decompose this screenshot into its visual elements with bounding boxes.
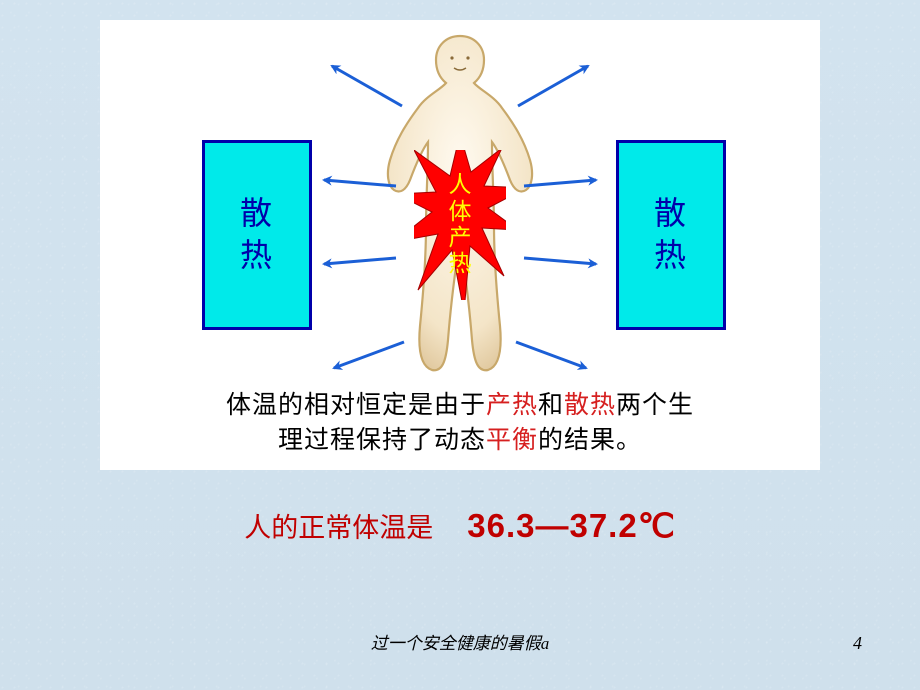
page-number: 4 — [853, 633, 862, 654]
left-box-char1: 散 — [240, 193, 274, 235]
cap-p3: 两个生 — [616, 391, 694, 419]
cap-k2: 散热 — [564, 391, 616, 419]
cap-p1: 体温的相对恒定是由于 — [226, 391, 486, 419]
starburst: 人 体 产 热 — [414, 150, 506, 300]
starburst-label: 人 体 产 热 — [449, 172, 472, 278]
bottom-line: 人的正常体温是 36.3—37.2℃ — [0, 506, 920, 545]
caption: 体温的相对恒定是由于产热和散热两个生 理过程保持了动态平衡的结果。 — [150, 388, 770, 458]
cap-p2: 和 — [538, 391, 564, 419]
cap-p5: 的结果。 — [538, 426, 642, 454]
star-char3: 产 — [449, 225, 472, 251]
star-char4: 热 — [449, 251, 472, 277]
normal-temp-range: 36.3—37.2℃ — [467, 507, 676, 544]
diagram-panel: 散 热 散 热 人 — [100, 20, 820, 470]
left-heat-box: 散 热 — [202, 140, 312, 330]
left-box-char2: 热 — [240, 235, 274, 277]
star-char1: 人 — [449, 172, 472, 198]
right-box-char2: 热 — [654, 235, 688, 277]
cap-p4: 理过程保持了动态 — [278, 426, 486, 454]
right-box-char1: 散 — [654, 193, 688, 235]
normal-temp-label: 人的正常体温是 — [244, 513, 433, 543]
footer-text: 过一个安全健康的暑假a — [0, 629, 920, 654]
cap-k1: 产热 — [486, 391, 538, 419]
cap-k3: 平衡 — [486, 426, 538, 454]
right-heat-box: 散 热 — [616, 140, 726, 330]
star-char2: 体 — [449, 199, 472, 225]
